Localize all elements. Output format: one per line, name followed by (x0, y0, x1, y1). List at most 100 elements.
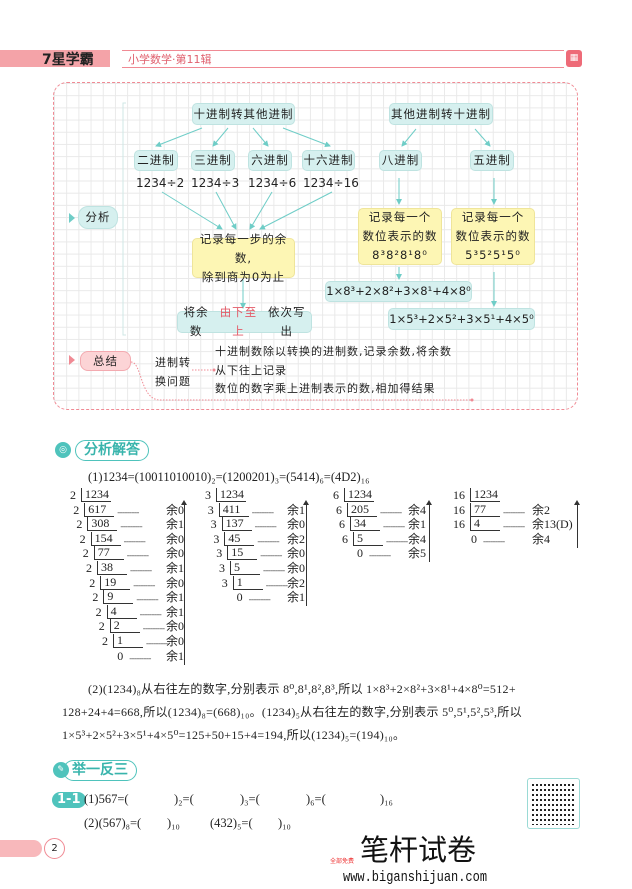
remainder: 余0 (287, 560, 306, 575)
text: 记录每一个 (461, 210, 525, 224)
practice-title: 举一反三 (63, 760, 137, 781)
summary-point-2: 从下往上记录 (215, 364, 287, 377)
quotient: 1 (113, 633, 143, 648)
dash-leader: --------- (257, 535, 279, 546)
remainder: 余1 (166, 590, 185, 605)
series-tab (122, 50, 564, 68)
dash-leader: --------- (133, 579, 155, 590)
other-to-decimal-node: 其他进制转十进制 (389, 103, 493, 125)
text: 数位表示的数 (362, 229, 438, 243)
solution-line-1: (1)1234=(10011010010)₂=(1200201)₃=(5414)… (88, 470, 370, 484)
text: (2)(567)₈=( (84, 816, 142, 830)
divisor: 6 (342, 531, 348, 546)
quotient: 617 (84, 502, 115, 517)
final-quotient: 0 (471, 531, 477, 546)
decimal-to-other-node: 十进制转其他进制 (192, 103, 295, 125)
remainder: 余13(D) (532, 517, 573, 532)
quotient: 1234 (81, 488, 111, 502)
divisor: 2 (95, 604, 102, 619)
qr-code[interactable] (527, 778, 580, 829)
base5-place-node: 记录每一个 数位表示的数 5³5²5¹5⁰ (451, 208, 535, 265)
series-title: 小学数学·第11辑 (128, 53, 212, 66)
quotient: 2 (109, 619, 140, 634)
summary-label: 总结 (80, 351, 131, 371)
dash-leader: --------- (117, 506, 139, 517)
quotient: 19 (100, 575, 131, 590)
text: 5³5²5¹5⁰ (465, 248, 521, 262)
divisor: 2 (82, 546, 89, 561)
read-upward-arrow (181, 500, 187, 665)
remainder: 余1 (166, 560, 185, 575)
dash-leader: --------- (248, 594, 271, 605)
remainder: 余2 (287, 531, 306, 546)
divisor: 3 (207, 502, 214, 517)
divisor: 2 (86, 560, 92, 575)
remainder: 余0 (166, 502, 185, 517)
final-quotient: 0 (357, 546, 363, 561)
dash-leader: --------- (130, 564, 152, 575)
write-out-post: 依次写出 (268, 305, 306, 338)
record-remainder-node: 记录每一步的余数, 除到商为0为止 (192, 232, 295, 284)
divisor: 16 (453, 517, 465, 532)
divisor: 3 (221, 575, 228, 590)
divisor: 2 (79, 531, 86, 546)
quotient: 38 (97, 560, 127, 575)
connector-arrows (69, 102, 497, 402)
base8-place-node: 记录每一个 数位表示的数 8³8²8¹8⁰ (358, 208, 442, 265)
dash-leader: --------- (369, 550, 391, 561)
book-icon: ▦ (566, 50, 582, 67)
summary-point-3: 数位的数字乘上进制表示的数,相加得结果 (215, 382, 436, 395)
remainder: 余1 (166, 604, 185, 619)
final-quotient: 0 (117, 648, 124, 663)
divisor: 2 (70, 488, 76, 502)
watermark-title: 笔杆试卷 (360, 833, 477, 867)
divisor: 2 (92, 590, 99, 605)
dash-leader: --------- (503, 521, 525, 532)
summary-point-1: 十进制数除以转换的进制数,记录余数,将余数 (215, 345, 452, 358)
dash-leader: --------- (123, 535, 146, 546)
quotient: 15 (227, 546, 258, 561)
calc-base3: 1234÷3 (191, 176, 240, 190)
divisor: 2 (102, 633, 108, 648)
text: 8³8²8¹8⁰ (372, 248, 428, 262)
quotient: 4 (470, 517, 500, 532)
dash-leader: --------- (380, 506, 402, 517)
quotient: 45 (224, 531, 255, 546)
remainder: 余0 (287, 546, 306, 561)
remainder: 余1 (408, 517, 427, 532)
quotient: 5 (230, 560, 260, 575)
divisor: 6 (333, 488, 339, 502)
remainder: 余1 (166, 648, 185, 663)
header-bar (0, 50, 110, 67)
write-out-highlight: 由下至上 (219, 305, 258, 338)
base5-formula: 1×5³+2×5²+3×5¹+4×5⁰ (388, 308, 535, 330)
read-upward-arrow (574, 500, 580, 548)
quotient: 1234 (344, 488, 374, 502)
write-out-node: 将余数 由下至上 依次写出 (177, 305, 312, 338)
quotient: 5 (353, 531, 383, 546)
remainder: 余1 (166, 517, 185, 532)
text: )₆=( (306, 792, 326, 806)
dash-leader: --------- (251, 506, 274, 517)
dash-leader: --------- (146, 637, 168, 648)
exercise-q1: (1)567=( )₂=( )₃=( )₆=( )₁₆ (84, 792, 484, 808)
quotient: 205 (347, 502, 377, 517)
divisor: 2 (98, 619, 105, 634)
divisor: 3 (205, 488, 211, 502)
quotient: 1234 (470, 488, 500, 502)
divisor: 3 (219, 560, 225, 575)
quotient: 34 (350, 517, 380, 532)
remainder: 余0 (287, 517, 306, 532)
divisor: 6 (339, 517, 345, 532)
final-quotient: 0 (236, 590, 243, 605)
remainder: 余0 (166, 633, 185, 648)
lightbulb-icon: ◎ (55, 442, 71, 458)
quotient: 1 (232, 575, 263, 590)
divisor: 6 (336, 502, 342, 517)
remainder: 余4 (532, 531, 551, 546)
base16-node: 十六进制 (302, 150, 355, 171)
quotient: 411 (218, 502, 249, 517)
dash-leader: --------- (383, 521, 405, 532)
text: )₁₆ (380, 792, 393, 806)
divisor: 2 (73, 502, 80, 517)
